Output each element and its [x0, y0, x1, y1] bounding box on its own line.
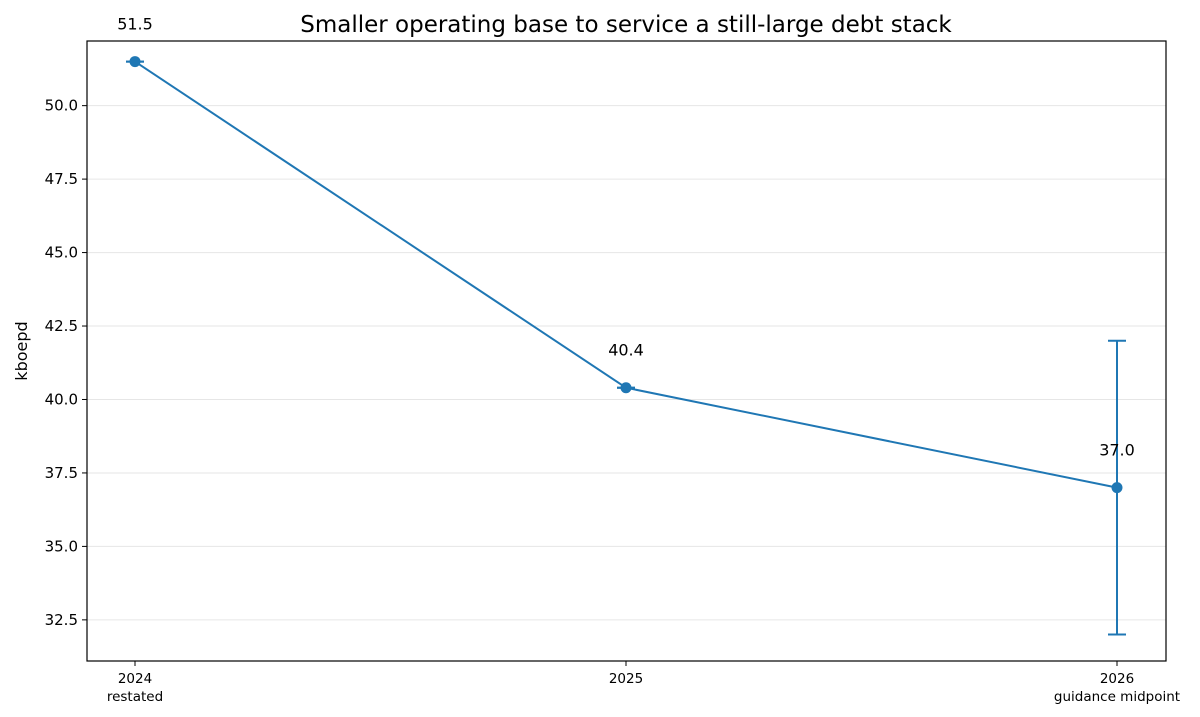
y-tick-label: 45.0 [45, 244, 78, 262]
x-tick-sublabel: guidance midpoint [1054, 689, 1180, 705]
y-axis-label: kboepd [12, 321, 31, 380]
y-tick-label: 35.0 [45, 537, 78, 555]
x-tick-label: 2025 [609, 671, 643, 687]
x-tick-label: 2024 [118, 671, 152, 687]
y-tick-label: 32.5 [45, 611, 78, 629]
data-label: 51.5 [117, 15, 153, 34]
data-point [620, 382, 632, 394]
y-tick-label: 37.5 [45, 464, 78, 482]
series-line [134, 60, 1118, 489]
x-tick-sublabel: restated [107, 689, 163, 705]
data-point [1111, 482, 1123, 494]
y-tick-label: 40.0 [45, 390, 78, 408]
x-axis: 2024 restated 2025 2026 guidance midpoint [107, 661, 1180, 705]
data-label: 37.0 [1099, 441, 1135, 460]
series-layer: 51.5 40.4 37.0 [117, 15, 1135, 636]
gridlines [87, 105, 1166, 621]
data-point [129, 56, 141, 68]
x-tick-label: 2026 [1100, 671, 1134, 687]
y-tick-label: 47.5 [45, 170, 78, 188]
y-tick-label: 42.5 [45, 317, 78, 335]
y-axis: 32.5 35.0 37.5 40.0 42.5 45.0 47.5 50.0 [45, 97, 87, 629]
y-tick-label: 50.0 [45, 97, 78, 115]
chart-title: Smaller operating base to service a stil… [300, 12, 952, 38]
data-label: 40.4 [608, 341, 644, 360]
